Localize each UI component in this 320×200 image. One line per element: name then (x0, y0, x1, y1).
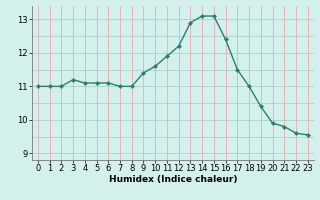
X-axis label: Humidex (Indice chaleur): Humidex (Indice chaleur) (108, 175, 237, 184)
